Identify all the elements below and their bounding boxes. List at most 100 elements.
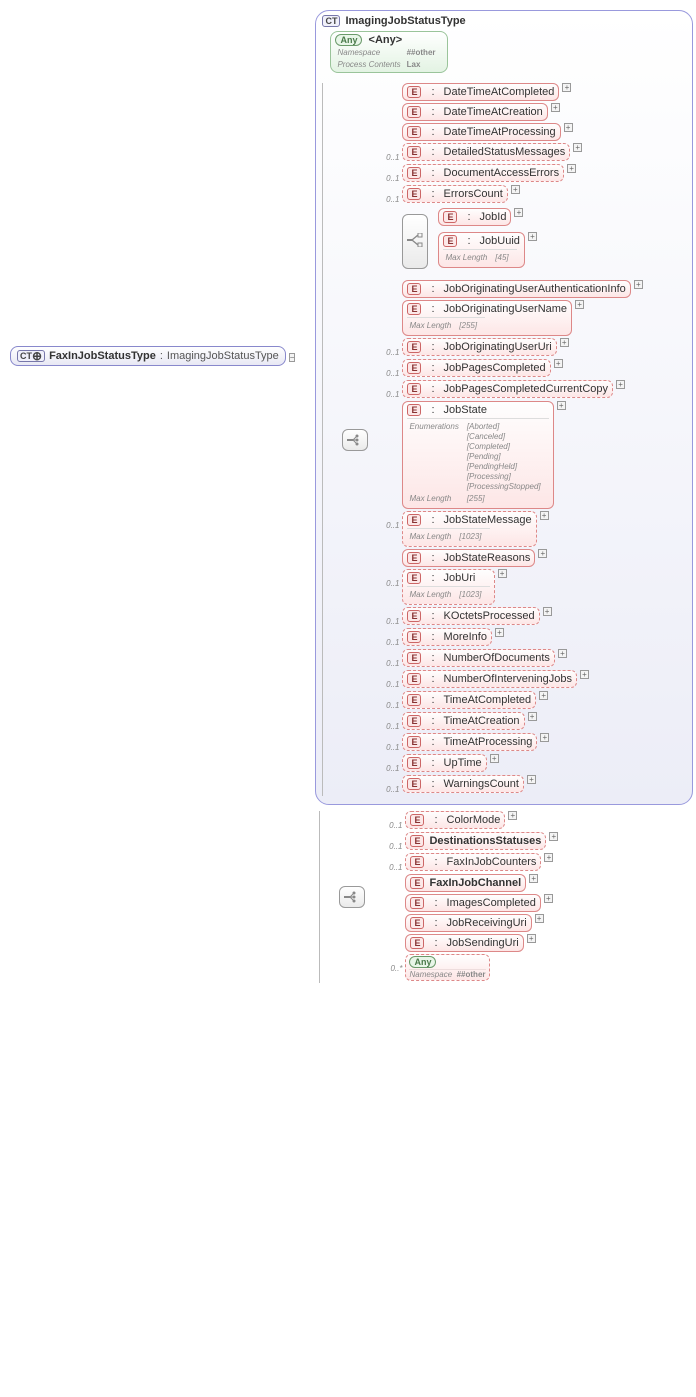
element-ref-box[interactable]: E : JobId bbox=[438, 208, 511, 226]
expand-icon[interactable]: + bbox=[634, 280, 643, 289]
expand-icon[interactable]: + bbox=[527, 934, 536, 943]
element-ref-box[interactable]: E : ColorMode bbox=[405, 811, 505, 829]
expand-icon[interactable]: + bbox=[529, 874, 538, 883]
element-ref-box[interactable]: E : JobStateMessageMax Length[1023] bbox=[402, 511, 536, 547]
expand-icon[interactable]: + bbox=[560, 338, 569, 347]
element-ref-box[interactable]: E : JobOriginatingUserAuthenticationInfo bbox=[402, 280, 630, 298]
expand-icon[interactable]: + bbox=[544, 894, 553, 903]
element-ref-box[interactable]: E : WarningsCount bbox=[402, 775, 523, 793]
occurrence-label: 0..1 bbox=[374, 607, 402, 626]
element-name: JobOriginatingUserName bbox=[444, 303, 568, 315]
element-ref-box[interactable]: E : KOctetsProcessed bbox=[402, 607, 539, 625]
element-ref-box[interactable]: E : UpTime bbox=[402, 754, 486, 772]
ref-separator: : bbox=[434, 917, 437, 929]
element-ref-box[interactable]: E DestinationsStatuses bbox=[405, 832, 546, 850]
ref-separator: : bbox=[431, 303, 434, 315]
expand-icon[interactable]: + bbox=[557, 401, 566, 410]
expand-icon[interactable]: + bbox=[498, 569, 507, 578]
content-column: CT ImagingJobStatusType Any <Any> Namesp… bbox=[315, 10, 693, 983]
element-ref-box[interactable]: E : TimeAtProcessing bbox=[402, 733, 537, 751]
element-item-row: E : ImagesCompleted + bbox=[371, 894, 693, 912]
element-ref-box[interactable]: E : JobUuid Max Length[45] bbox=[438, 232, 524, 268]
expand-icon[interactable]: + bbox=[527, 775, 536, 784]
expand-icon[interactable]: + bbox=[535, 914, 544, 923]
element-name: JobState bbox=[444, 404, 487, 416]
element-facets: Enumerations[Aborted][Canceled][Complete… bbox=[407, 418, 548, 506]
any-title: <Any> bbox=[369, 34, 403, 46]
expand-icon[interactable]: + bbox=[528, 712, 537, 721]
expand-icon[interactable]: + bbox=[514, 208, 523, 217]
element-ref-box[interactable]: E : ErrorsCount bbox=[402, 185, 507, 203]
element-ref-box[interactable]: E : JobOriginatingUserNameMax Length[255… bbox=[402, 300, 572, 336]
ref-separator: : bbox=[431, 673, 434, 685]
expand-icon[interactable]: + bbox=[573, 143, 582, 152]
element-ref-box[interactable]: E : JobUriMax Length[1023] bbox=[402, 569, 494, 605]
element-name: DocumentAccessErrors bbox=[444, 167, 560, 179]
root-complextype-box[interactable]: CT⊕ FaxInJobStatusType : ImagingJobStatu… bbox=[10, 346, 286, 366]
element-ref-box[interactable]: E : JobPagesCompleted bbox=[402, 359, 550, 377]
element-ref-box[interactable]: E : NumberOfDocuments bbox=[402, 649, 554, 667]
element-item-row: 0..1 E : JobStateMessageMax Length[1023]… bbox=[374, 511, 686, 547]
element-badge-icon: E bbox=[410, 835, 424, 847]
element-ref-box[interactable]: E : JobStateReasons bbox=[402, 549, 535, 567]
expand-icon[interactable]: + bbox=[538, 549, 547, 558]
expand-icon[interactable]: + bbox=[528, 232, 537, 241]
expand-icon[interactable]: + bbox=[564, 123, 573, 132]
expand-icon[interactable]: + bbox=[551, 103, 560, 112]
expand-icon[interactable]: + bbox=[490, 754, 499, 763]
element-badge-icon: E bbox=[410, 917, 424, 929]
element-ref-box[interactable]: E : DetailedStatusMessages bbox=[402, 143, 570, 161]
element-item-row: 0..1 E : JobOriginatingUserUri + bbox=[374, 338, 686, 357]
expand-icon[interactable]: + bbox=[567, 164, 576, 173]
element-ref-box[interactable]: E : JobSendingUri bbox=[405, 934, 523, 952]
expand-icon[interactable]: + bbox=[580, 670, 589, 679]
element-ref-box[interactable]: E : DateTimeAtCompleted bbox=[402, 83, 559, 101]
element-badge-icon: E bbox=[407, 106, 421, 118]
element-item-row: 0..1 E : WarningsCount + bbox=[374, 775, 686, 794]
expand-icon[interactable]: − bbox=[289, 353, 296, 362]
element-ref-box[interactable]: E : DateTimeAtProcessing bbox=[402, 123, 560, 141]
expand-icon[interactable]: + bbox=[495, 628, 504, 637]
element-ref-box[interactable]: E : MoreInfo bbox=[402, 628, 492, 646]
occurrence-label bbox=[374, 103, 402, 113]
element-ref-box[interactable]: E : JobReceivingUri bbox=[405, 914, 531, 932]
expand-icon[interactable]: + bbox=[540, 733, 549, 742]
any-wildcard-box[interactable]: Any <Any> Namespace##other Process Conte… bbox=[330, 31, 448, 73]
element-badge-icon: E bbox=[407, 146, 421, 158]
element-badge-icon: E bbox=[407, 303, 421, 315]
expand-icon[interactable]: + bbox=[540, 511, 549, 520]
element-item-row: 0..1 E : JobUriMax Length[1023] + bbox=[374, 569, 686, 605]
element-ref-box[interactable]: E : DocumentAccessErrors bbox=[402, 164, 564, 182]
element-ref-box[interactable]: E : NumberOfInterveningJobs bbox=[402, 670, 576, 688]
expand-icon[interactable]: + bbox=[558, 649, 567, 658]
element-ref-box[interactable]: E : JobOriginatingUserUri bbox=[402, 338, 556, 356]
element-ref-box[interactable]: E : JobPagesCompletedCurrentCopy bbox=[402, 380, 613, 398]
element-name: TimeAtProcessing bbox=[444, 736, 533, 748]
element-item-row: 0..1 E : UpTime + bbox=[374, 754, 686, 773]
element-ref-box[interactable]: E : DateTimeAtCreation bbox=[402, 103, 547, 121]
any-wildcard-box[interactable]: Any Namespace ##other bbox=[405, 954, 489, 981]
element-item-row: E : DateTimeAtCreation + bbox=[374, 103, 686, 121]
expand-icon[interactable]: + bbox=[616, 380, 625, 389]
expand-icon[interactable]: + bbox=[554, 359, 563, 368]
occurrence-label bbox=[374, 280, 402, 290]
expand-icon[interactable]: + bbox=[544, 853, 553, 862]
element-name: JobOriginatingUserUri bbox=[444, 341, 552, 353]
expand-icon[interactable]: + bbox=[562, 83, 571, 92]
expand-icon[interactable]: + bbox=[539, 691, 548, 700]
element-ref-box[interactable]: E : ImagesCompleted bbox=[405, 894, 540, 912]
expand-icon[interactable]: + bbox=[543, 607, 552, 616]
expand-icon[interactable]: + bbox=[575, 300, 584, 309]
expand-icon[interactable]: + bbox=[549, 832, 558, 841]
element-name: JobUuid bbox=[480, 235, 520, 247]
element-ref-box[interactable]: E : JobStateEnumerations[Aborted][Cancel… bbox=[402, 401, 553, 509]
element-badge-icon: E bbox=[443, 235, 457, 247]
element-ref-box[interactable]: E : TimeAtCreation bbox=[402, 712, 524, 730]
ref-separator: : bbox=[467, 211, 470, 223]
element-ref-box[interactable]: E FaxInJobChannel bbox=[405, 874, 526, 892]
expand-icon[interactable]: + bbox=[508, 811, 517, 820]
expand-icon[interactable]: + bbox=[511, 185, 520, 194]
element-ref-box[interactable]: E : FaxInJobCounters bbox=[405, 853, 541, 871]
element-name: JobOriginatingUserAuthenticationInfo bbox=[444, 283, 626, 295]
element-ref-box[interactable]: E : TimeAtCompleted bbox=[402, 691, 536, 709]
